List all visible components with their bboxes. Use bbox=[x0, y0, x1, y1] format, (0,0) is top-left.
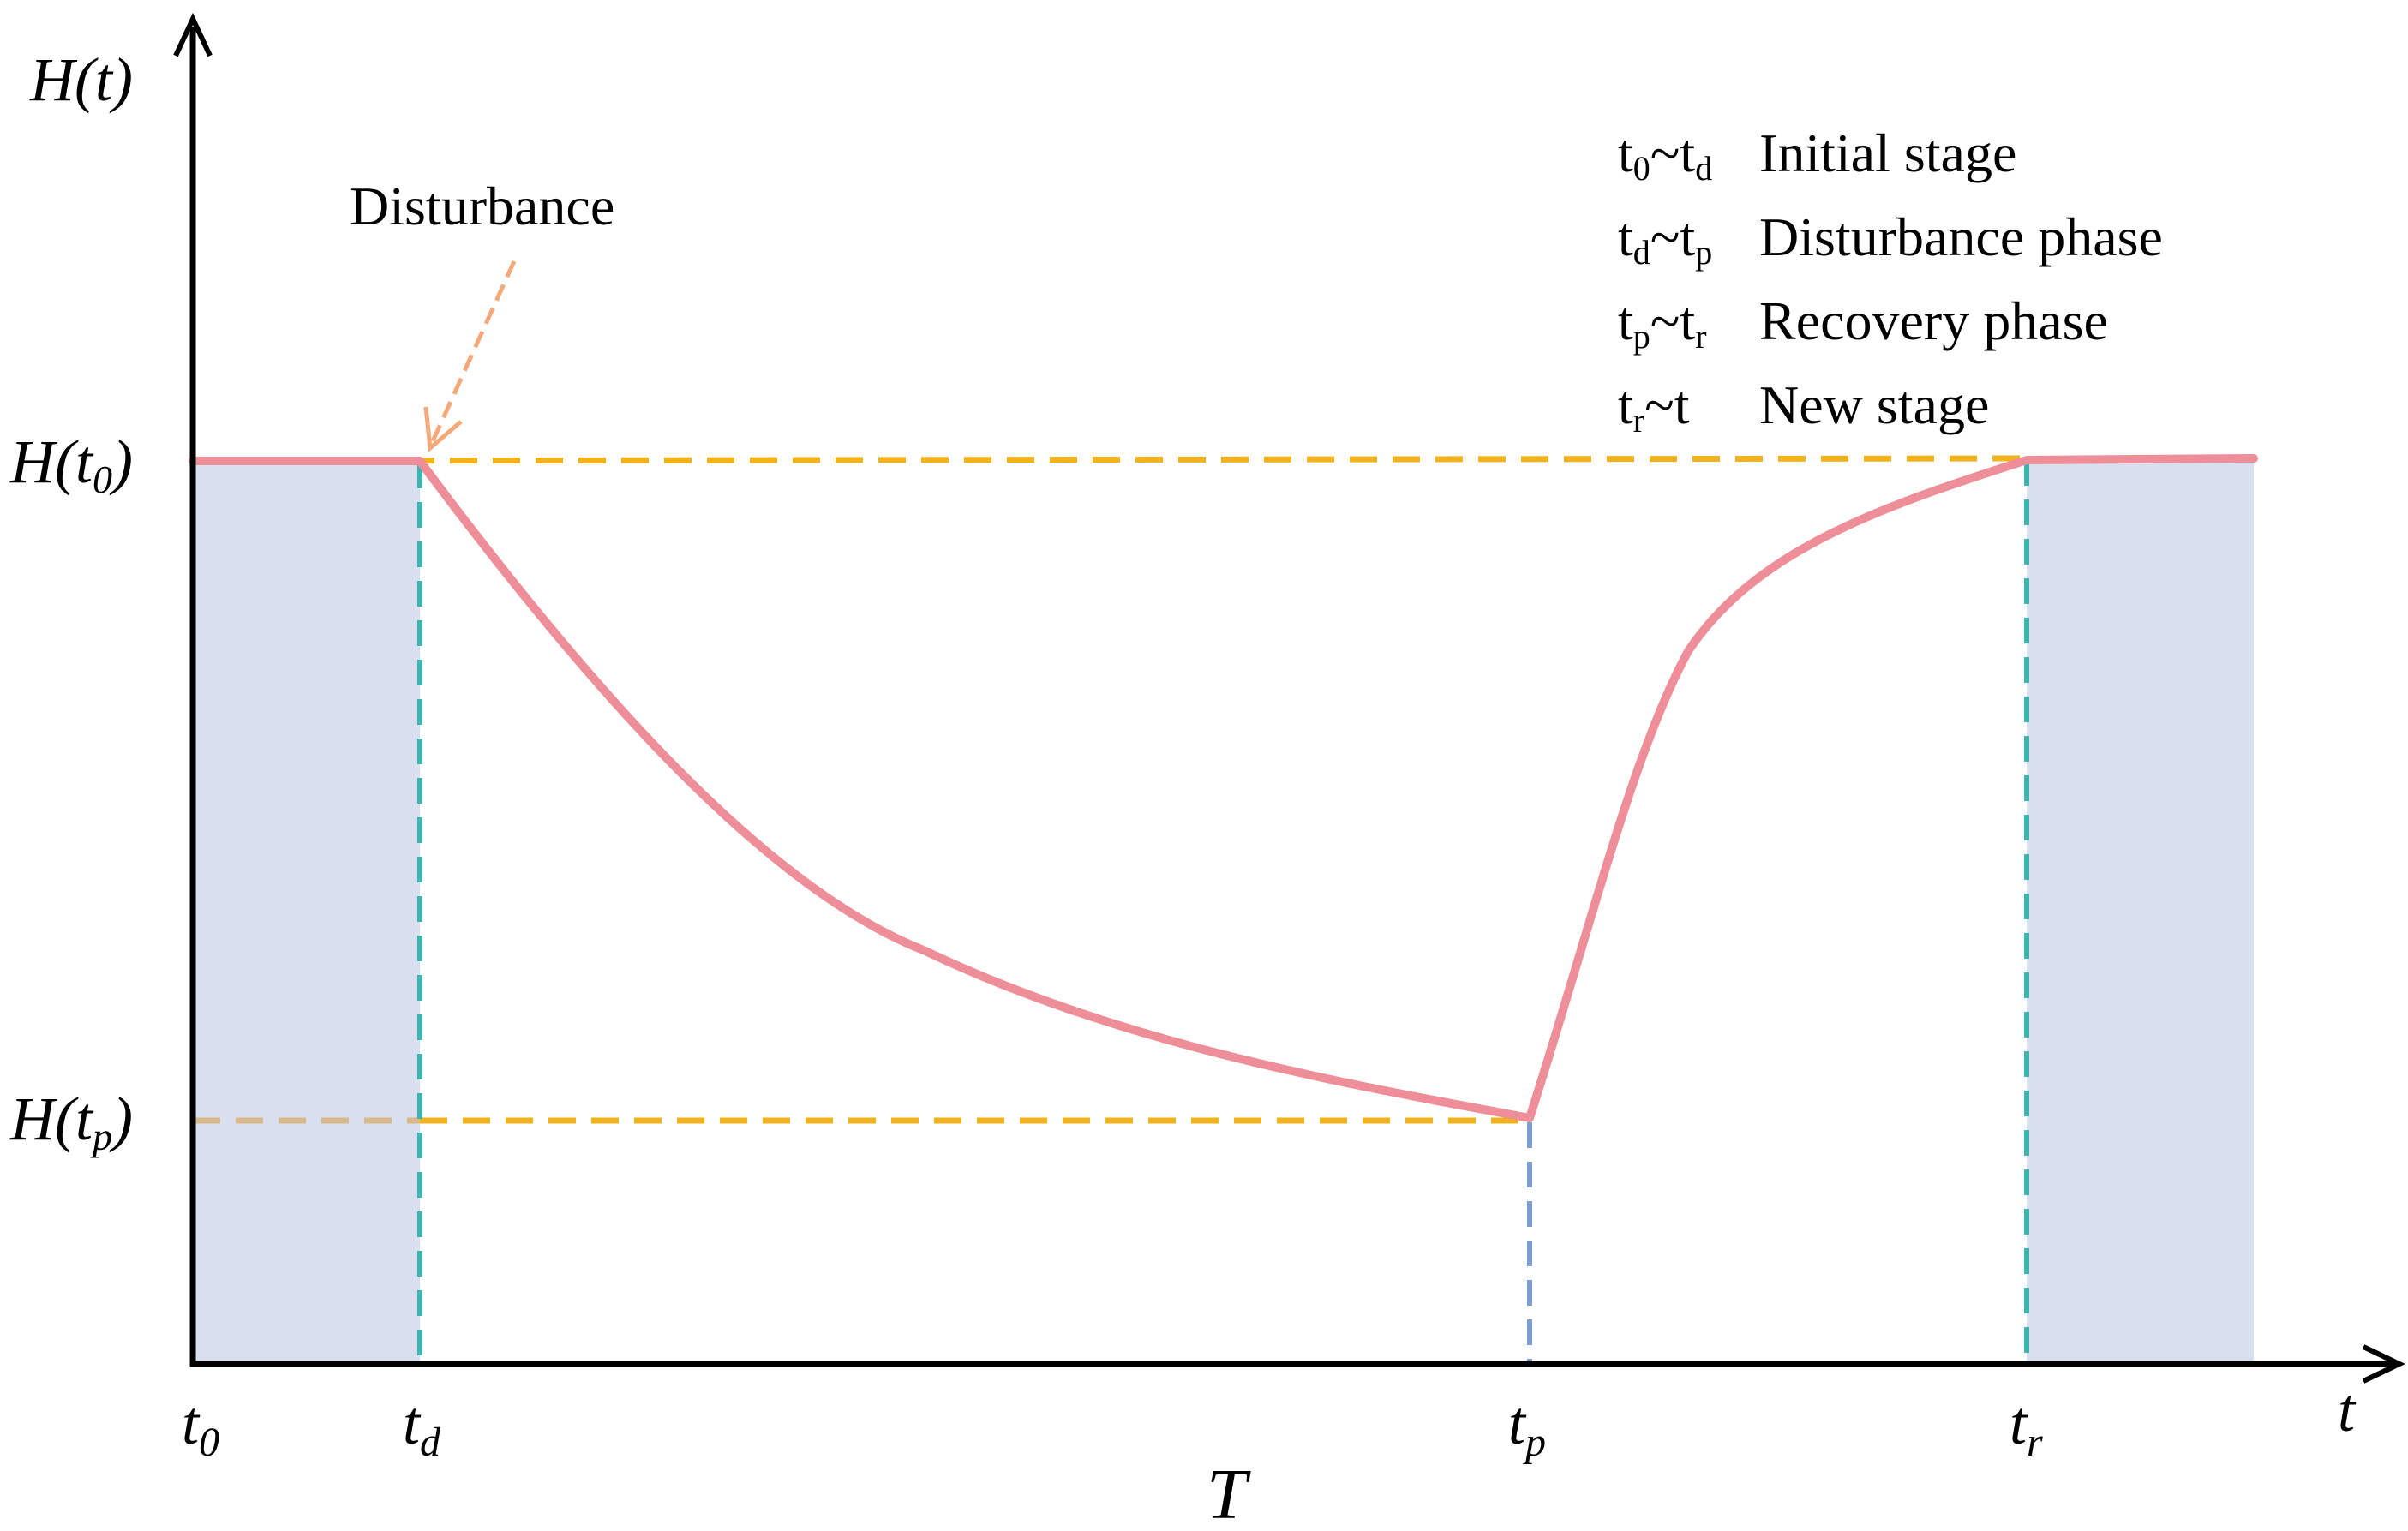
x-axis-caption: T bbox=[1207, 1455, 1251, 1531]
disturbance-arrow-shaft bbox=[430, 260, 517, 443]
legend-item-recovery: tp~tr Recovery phase bbox=[1618, 290, 2108, 356]
x-axis-label: t bbox=[2338, 1376, 2357, 1444]
y-tick-h-tp: H(tp) bbox=[9, 1085, 133, 1158]
y-axis-title: H(t) bbox=[29, 45, 133, 114]
x-tick-tp: tp bbox=[1508, 1389, 1546, 1465]
x-tick-t0: t0 bbox=[182, 1389, 219, 1465]
stage-legend: t0~td Initial stage td~tp Disturbance phas… bbox=[1618, 123, 2163, 440]
h-guide-t0 bbox=[192, 455, 2028, 464]
new-stage-fill bbox=[2027, 458, 2254, 1367]
disturbance-arrow-head bbox=[423, 406, 463, 453]
x-tick-td: td bbox=[403, 1389, 441, 1465]
legend-item-new: tr~t New stage bbox=[1618, 374, 1989, 440]
disturbance-annotation: Disturbance bbox=[350, 176, 614, 236]
legend-item-initial: t0~td Initial stage bbox=[1618, 123, 2016, 188]
legend-item-disturbance: td~tp Disturbance phase bbox=[1618, 206, 2163, 272]
y-tick-h-t0: H(t0) bbox=[9, 428, 133, 501]
x-axis-arrowhead bbox=[2362, 1344, 2405, 1384]
y-axis-arrowhead bbox=[173, 12, 213, 57]
x-tick-tr: tr bbox=[2010, 1389, 2043, 1465]
resilience-curve bbox=[189, 454, 2258, 1122]
initial-stage-fill bbox=[193, 463, 420, 1367]
